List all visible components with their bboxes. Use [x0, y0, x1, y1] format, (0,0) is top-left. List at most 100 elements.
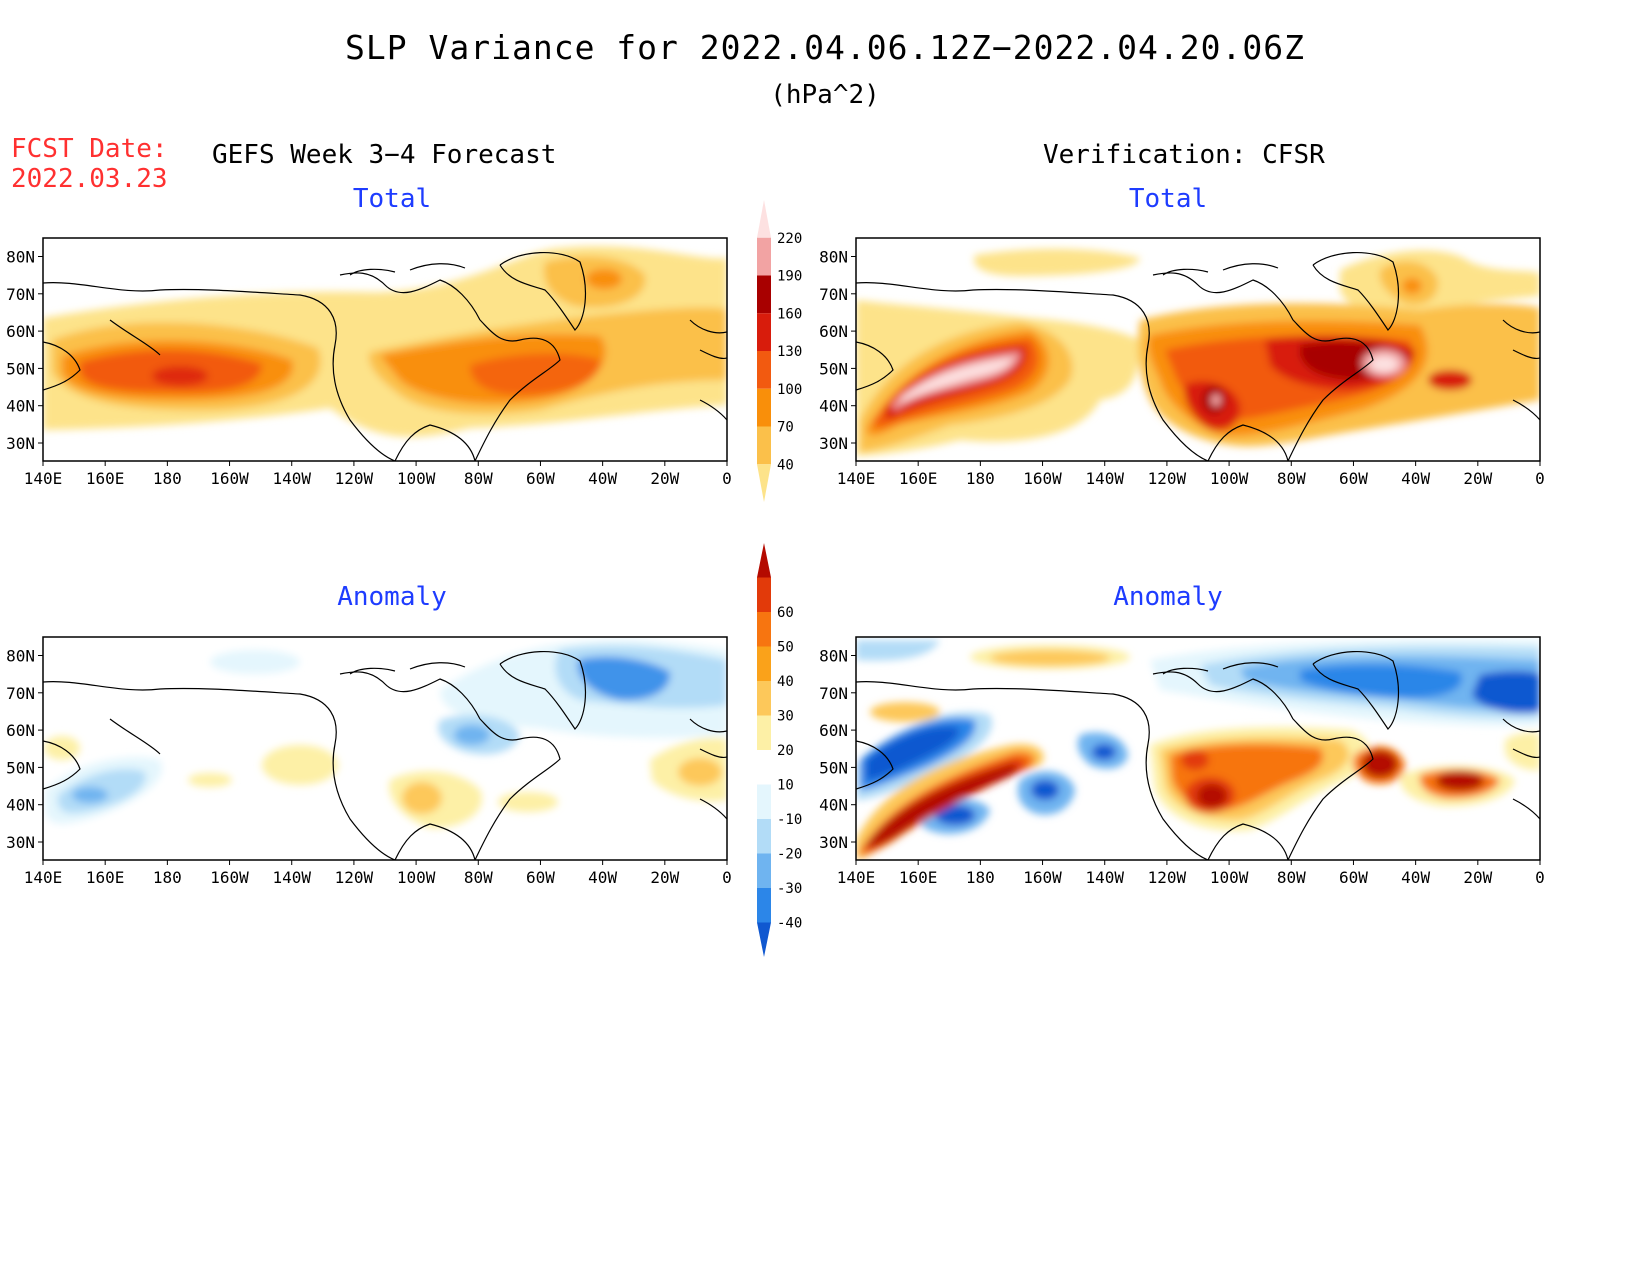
lat-tick-label: 40N — [819, 796, 848, 815]
lon-tick-label: 120W — [1148, 868, 1187, 887]
lat-tick-label: 40N — [6, 796, 35, 815]
colorbar-swatch — [757, 784, 771, 819]
lat-tick-label: 30N — [6, 833, 35, 852]
colorbar-swatch — [757, 237, 771, 276]
colorbar-label: -20 — [777, 847, 802, 863]
lat-tick-label: 50N — [6, 758, 35, 777]
colorbar-label: 220 — [777, 231, 802, 247]
lon-tick-label: 140E — [837, 469, 876, 488]
lon-tick-label: 100W — [397, 469, 436, 488]
lon-tick-label: 20W — [1463, 868, 1492, 887]
verification-anomaly-subtitle: Anomaly — [1113, 582, 1223, 612]
right-column-heading: Verification: CFSR — [1043, 140, 1325, 170]
colorbar-cap-top — [757, 543, 771, 578]
lat-tick-label: 60N — [819, 322, 848, 341]
lat-tick-label: 70N — [819, 684, 848, 703]
lat-tick-label: 50N — [6, 359, 35, 378]
lon-tick-label: 160E — [899, 868, 938, 887]
colorbar-label: 30 — [777, 709, 794, 725]
colorbar-swatch — [757, 853, 771, 888]
lon-tick-label: 100W — [1210, 469, 1249, 488]
colorbar-label: 10 — [777, 778, 794, 794]
colorbar-swatch — [757, 819, 771, 854]
lat-tick-label: 40N — [819, 397, 848, 416]
colorbar-swatch — [757, 646, 771, 681]
colorbar-cap-bottom — [757, 464, 771, 502]
lon-tick-label: 180 — [966, 868, 995, 887]
colorbar-swatch — [757, 888, 771, 923]
colorbar-label: 50 — [777, 640, 794, 656]
lon-tick-label: 80W — [1277, 469, 1306, 488]
colorbar-swatch — [757, 426, 771, 465]
colorbar-swatch — [757, 715, 771, 750]
lon-tick-label: 0 — [722, 868, 732, 887]
lon-tick-label: 160W — [210, 469, 249, 488]
lon-tick-label: 140E — [24, 868, 63, 887]
colorbar-label: 100 — [777, 382, 802, 398]
lon-tick-label: 180 — [153, 868, 182, 887]
coastlines — [43, 252, 1540, 860]
map-panel-forecast-total — [43, 238, 727, 461]
map-panel-forecast-anomaly — [43, 637, 727, 860]
map-panel-verification-total — [856, 238, 1540, 461]
lon-tick-label: 140E — [24, 469, 63, 488]
lon-tick-label: 80W — [1277, 868, 1306, 887]
lon-tick-label: 0 — [722, 469, 732, 488]
map-panel-verification-anomaly — [856, 637, 1540, 860]
colorbar-swatch — [757, 313, 771, 351]
lon-tick-label: 140W — [272, 868, 311, 887]
lon-tick-label: 160E — [899, 469, 938, 488]
lat-tick-label: 40N — [6, 397, 35, 416]
lat-tick-label: 70N — [6, 285, 35, 304]
colorbar-anomaly: -40 -30 -20 -10 10 20 30 40 50 60 — [757, 543, 802, 957]
colorbar-label: 130 — [777, 344, 802, 360]
lon-tick-label: 80W — [464, 868, 493, 887]
lon-tick-label: 20W — [1463, 469, 1492, 488]
lon-tick-label: 40W — [588, 469, 617, 488]
colorbar-label: -10 — [777, 812, 802, 828]
colorbar-swatch — [757, 275, 771, 314]
lon-tick-label: 140E — [837, 868, 876, 887]
colorbar-label: 20 — [777, 743, 794, 759]
lon-tick-label: 80W — [464, 469, 493, 488]
colorbar-swatch — [757, 681, 771, 716]
chart-title: SLP Variance for 2022.04.06.12Z−2022.04.… — [345, 28, 1305, 67]
lat-tick-label: 80N — [819, 647, 848, 666]
lon-tick-label: 20W — [650, 868, 679, 887]
lat-tick-label: 30N — [819, 434, 848, 453]
lon-tick-label: 140W — [1085, 868, 1124, 887]
lat-tick-label: 70N — [819, 285, 848, 304]
lon-tick-label: 160W — [1023, 469, 1062, 488]
lon-tick-label: 40W — [588, 868, 617, 887]
panel-frames — [42, 237, 1541, 861]
axis-labels: 140E 160E 180 160W 140W 120W 100W 80W 60W 40W 20W 0… — [6, 248, 1545, 888]
lon-tick-label: 140W — [272, 469, 311, 488]
colorbar-label: 40 — [777, 457, 794, 473]
forecast-anomaly-subtitle: Anomaly — [337, 582, 447, 612]
lon-tick-label: 180 — [966, 469, 995, 488]
lat-tick-label: 60N — [6, 721, 35, 740]
lon-tick-label: 0 — [1535, 868, 1545, 887]
colorbar-cap-bottom — [757, 922, 771, 957]
verification-total-subtitle: Total — [1128, 184, 1208, 214]
lat-tick-label: 80N — [6, 248, 35, 267]
lon-tick-label: 40W — [1401, 469, 1430, 488]
lon-tick-label: 40W — [1401, 868, 1430, 887]
lon-tick-label: 60W — [526, 868, 555, 887]
lat-tick-label: 50N — [819, 359, 848, 378]
lat-tick-label: 50N — [819, 758, 848, 777]
colorbar-label: 40 — [777, 674, 794, 690]
colorbar-swatch — [757, 612, 771, 647]
colorbar-label: 70 — [777, 420, 794, 436]
lon-tick-label: 160E — [86, 469, 125, 488]
lon-tick-label: 100W — [1210, 868, 1249, 887]
lon-tick-label: 60W — [526, 469, 555, 488]
colorbar-cap-top — [757, 200, 771, 238]
lat-tick-label: 80N — [819, 248, 848, 267]
colorbar-label: 160 — [777, 306, 802, 322]
lon-tick-label: 100W — [397, 868, 436, 887]
lon-tick-label: 120W — [335, 469, 374, 488]
colorbar-label: -30 — [777, 881, 802, 897]
lon-tick-label: 60W — [1339, 469, 1368, 488]
lon-tick-label: 0 — [1535, 469, 1545, 488]
